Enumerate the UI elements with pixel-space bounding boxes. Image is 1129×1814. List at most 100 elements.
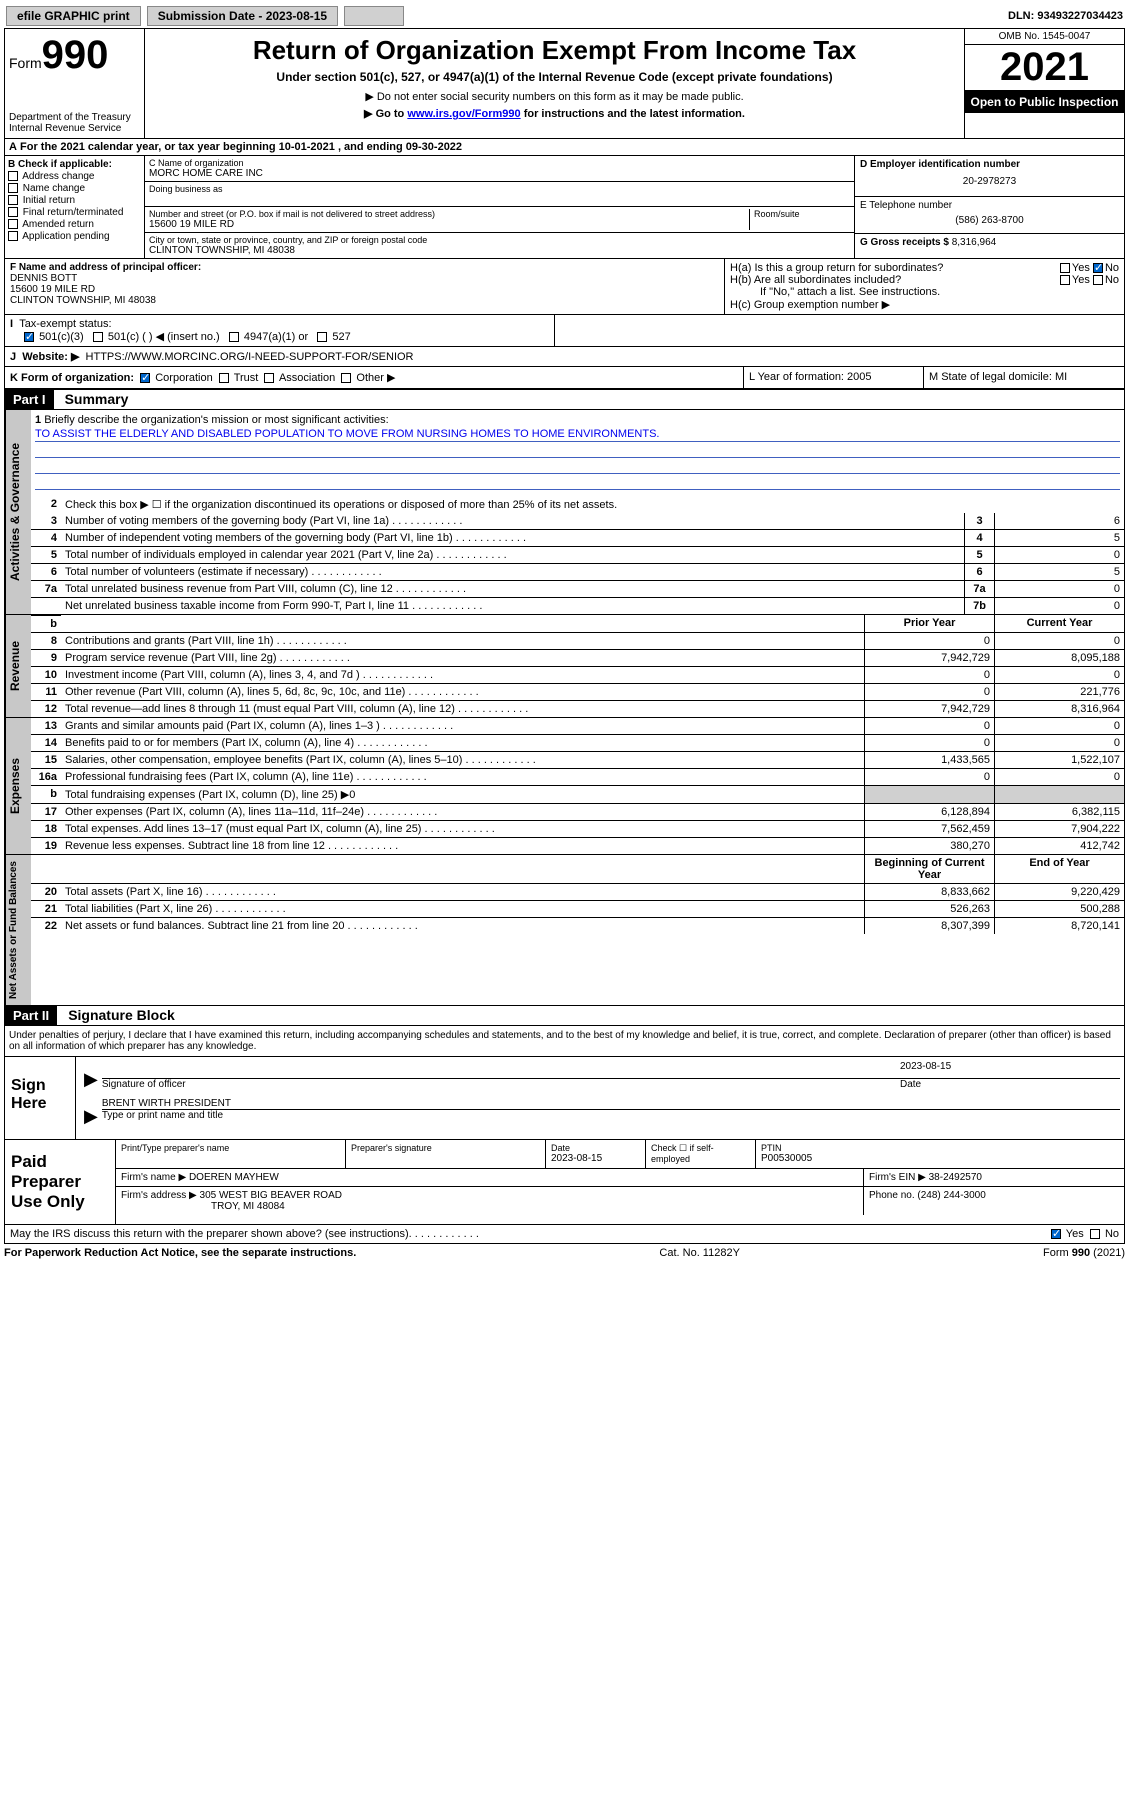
room-label: Room/suite: [754, 209, 850, 219]
firm-phone-label: Phone no.: [869, 1190, 915, 1201]
checkbox-amended-return[interactable]: Amended return: [8, 219, 141, 230]
check-4947[interactable]: [229, 332, 239, 342]
arrow-icon: ▶: [80, 1061, 102, 1098]
gov-line-6: 6Total number of volunteers (estimate if…: [31, 564, 1124, 581]
part2-bar: Part II Signature Block: [5, 1005, 1124, 1026]
check-527[interactable]: [317, 332, 327, 342]
row-klm: K Form of organization: Corporation Trus…: [5, 367, 1124, 389]
paid-label: Paid Preparer Use Only: [5, 1140, 115, 1224]
prep-name-label: Print/Type preparer's name: [121, 1143, 340, 1153]
firm-addr1: 305 WEST BIG BEAVER ROAD: [200, 1190, 342, 1201]
netassets-section: Net Assets or Fund Balances Beginning of…: [5, 854, 1124, 1005]
block-b: B Check if applicable: Address change Na…: [5, 156, 145, 258]
discuss-no[interactable]: [1090, 1229, 1100, 1239]
f-label: F Name and address of principal officer:: [10, 262, 201, 273]
paperwork-notice: For Paperwork Reduction Act Notice, see …: [4, 1247, 356, 1259]
governance-section: Activities & Governance 1 Briefly descri…: [5, 410, 1124, 614]
gov-line-6: Net unrelated business taxable income fr…: [31, 598, 1124, 614]
street-value: 15600 19 MILE RD: [149, 219, 745, 230]
form-container: Form990 Department of the Treasury Inter…: [4, 28, 1125, 1244]
discuss-row: May the IRS discuss this return with the…: [5, 1225, 1124, 1243]
mission-text: TO ASSIST THE ELDERLY AND DISABLED POPUL…: [35, 428, 1120, 442]
firm-ein-label: Firm's EIN ▶: [869, 1172, 926, 1183]
ptin-value: P00530005: [761, 1153, 812, 1164]
c-name-label: C Name of organization: [149, 158, 850, 168]
form-subtitle: Under section 501(c), 527, or 4947(a)(1)…: [155, 70, 954, 84]
website-value: HTTPS://WWW.MORCINC.ORG/I-NEED-SUPPORT-F…: [86, 351, 414, 363]
gov-line-4: 4Number of independent voting members of…: [31, 530, 1124, 547]
firm-ein: 38-2492570: [929, 1172, 982, 1183]
row-j: J Website: ▶ HTTPS://WWW.MORCINC.ORG/I-N…: [5, 347, 1124, 367]
line-9: 9Program service revenue (Part VIII, lin…: [31, 650, 1124, 667]
tab-revenue: Revenue: [5, 615, 31, 717]
row-ij: I Tax-exempt status: 501(c)(3) 501(c) ( …: [5, 315, 1124, 347]
officer-addr1: 15600 19 MILE RD: [10, 284, 95, 295]
line-13: 13Grants and similar amounts paid (Part …: [31, 718, 1124, 735]
h-b-note: If "No," attach a list. See instructions…: [730, 286, 1119, 298]
check-corp[interactable]: [140, 373, 150, 383]
sig-intro: Under penalties of perjury, I declare th…: [5, 1026, 1124, 1057]
tab-expenses: Expenses: [5, 718, 31, 854]
tab-netassets: Net Assets or Fund Balances: [5, 855, 31, 1005]
form-number: Form990: [9, 33, 140, 78]
prep-date-label: Date: [551, 1143, 640, 1153]
line-12: 12Total revenue—add lines 8 through 11 (…: [31, 701, 1124, 717]
sig-officer-label: Signature of officer: [102, 1079, 186, 1090]
h-c: H(c) Group exemption number ▶: [730, 298, 1119, 311]
irs-link[interactable]: www.irs.gov/Form990: [407, 108, 520, 120]
dept-text: Department of the Treasury Internal Reve…: [9, 112, 140, 134]
check-assoc[interactable]: [264, 373, 274, 383]
checkbox-address-change[interactable]: Address change: [8, 171, 141, 182]
check-501c3[interactable]: [24, 332, 34, 342]
cat-no: Cat. No. 11282Y: [659, 1247, 740, 1259]
firm-addr2: TROY, MI 48084: [121, 1201, 285, 1212]
line-8: 8Contributions and grants (Part VIII, li…: [31, 633, 1124, 650]
checkbox-name-change[interactable]: Name change: [8, 183, 141, 194]
submission-button[interactable]: Submission Date - 2023-08-15: [147, 6, 338, 26]
line-10: 10Investment income (Part VIII, column (…: [31, 667, 1124, 684]
form-title: Return of Organization Exempt From Incom…: [155, 35, 954, 66]
efile-button[interactable]: efile GRAPHIC print: [6, 6, 141, 26]
h-b: H(b) Are all subordinates included? Yes …: [730, 274, 1119, 286]
tax-year: 2021: [965, 45, 1124, 91]
checkbox-final-return-terminated[interactable]: Final return/terminated: [8, 207, 141, 218]
form-ref: Form 990 (2021): [1043, 1247, 1125, 1259]
i-label: Tax-exempt status:: [19, 318, 111, 330]
line-b: bTotal fundraising expenses (Part IX, co…: [31, 786, 1124, 804]
arrow-icon: ▶: [80, 1098, 102, 1135]
m-value: M State of legal domicile: MI: [924, 367, 1124, 388]
line-22: 22Net assets or fund balances. Subtract …: [31, 918, 1124, 934]
line-11: 11Other revenue (Part VIII, column (A), …: [31, 684, 1124, 701]
b-header: B Check if applicable:: [8, 159, 141, 170]
block-deg: D Employer identification number 20-2978…: [854, 156, 1124, 258]
row-fh: F Name and address of principal officer:…: [5, 259, 1124, 315]
ptin-label: PTIN: [761, 1143, 1119, 1153]
line-15: 15Salaries, other compensation, employee…: [31, 752, 1124, 769]
sign-here: Sign Here ▶ Signature of officer 2023-08…: [5, 1057, 1124, 1140]
date-label: Date: [900, 1079, 921, 1090]
note-link: ▶ Go to www.irs.gov/Form990 for instruct…: [155, 107, 954, 120]
line-a: A For the 2021 calendar year, or tax yea…: [5, 139, 1124, 156]
part2-title: Signature Block: [60, 1007, 175, 1023]
col-headers-net: Beginning of Current Year End of Year: [31, 855, 1124, 884]
gov-line-5: 5Total number of individuals employed in…: [31, 547, 1124, 564]
top-bar: efile GRAPHIC print Submission Date - 20…: [4, 4, 1125, 28]
part1-num: Part I: [5, 390, 54, 409]
check-trust[interactable]: [219, 373, 229, 383]
firm-label: Firm's name ▶: [121, 1172, 186, 1183]
check-501c[interactable]: [93, 332, 103, 342]
discuss-yes[interactable]: [1051, 1229, 1061, 1239]
checkbox-application-pending[interactable]: Application pending: [8, 231, 141, 242]
ein-value: 20-2978273: [860, 170, 1119, 193]
phone-label: E Telephone number: [860, 200, 1119, 211]
checkbox-initial-return[interactable]: Initial return: [8, 195, 141, 206]
blank-button[interactable]: [344, 6, 404, 26]
sig-date: 2023-08-15: [900, 1061, 1120, 1079]
self-emp-label: Check ☐ if self-employed: [651, 1143, 714, 1164]
line-14: 14Benefits paid to or for members (Part …: [31, 735, 1124, 752]
open-inspection: Open to Public Inspection: [965, 91, 1124, 113]
officer-name: DENNIS BOTT: [10, 273, 77, 284]
gov-line-2: 2Check this box ▶ ☐ if the organization …: [31, 496, 1124, 513]
prep-sig-label: Preparer's signature: [351, 1143, 540, 1153]
check-other[interactable]: [341, 373, 351, 383]
